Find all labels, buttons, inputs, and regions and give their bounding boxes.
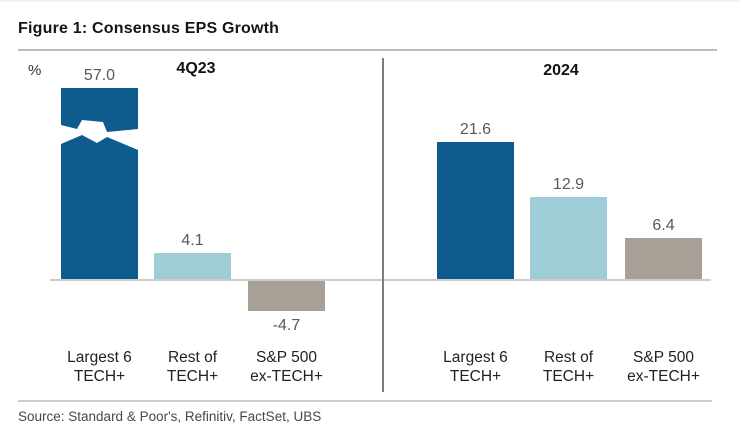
category-label: Rest of TECH+ [166,349,219,385]
bar-dark_blue [61,88,138,279]
category-label: Largest 6 TECH+ [443,349,508,385]
value-label: 57.0 [83,67,116,84]
top-edge-line [0,0,740,2]
category-label: Largest 6 TECH+ [67,349,132,385]
category-label: S&P 500 ex-TECH+ [250,349,323,385]
source-note: Source: Standard & Poor's, Refinitiv, Fa… [18,409,322,424]
bar-light_blue [154,253,231,279]
bar-light_blue [530,197,607,279]
y-axis-unit-label: % [28,62,42,79]
category-label: Rest of TECH+ [542,349,595,385]
value-label: 21.6 [459,121,492,138]
bottom-divider [18,400,712,402]
category-label: S&P 500 ex-TECH+ [627,349,700,385]
value-label: 4.1 [181,232,204,249]
panel-heading-4q23: 4Q23 [176,60,216,77]
axis-break-icon [61,120,138,150]
panel-divider-line [382,58,384,392]
value-label: 12.9 [552,176,585,193]
zero-baseline [50,279,711,281]
figure-title: Figure 1: Consensus EPS Growth [18,20,280,37]
title-divider [18,49,717,51]
bar-taupe [248,281,325,311]
panel-heading-2024: 2024 [543,62,579,79]
value-label: 6.4 [652,217,675,234]
value-label: -4.7 [272,317,301,334]
bar-dark_blue [437,142,514,279]
bar-taupe [625,238,702,279]
